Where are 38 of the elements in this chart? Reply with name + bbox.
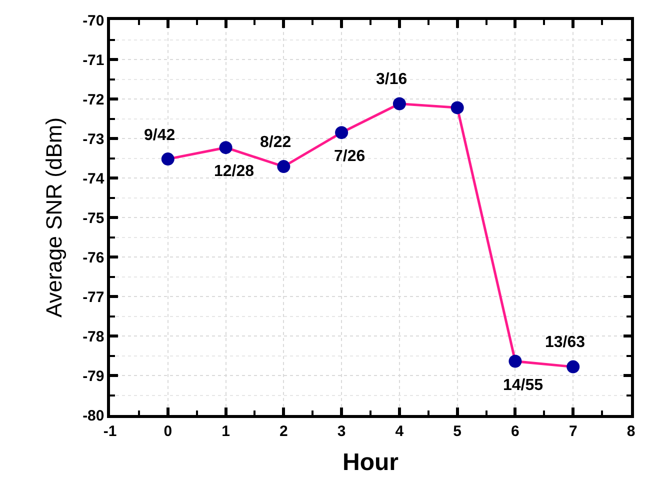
- y-tick-label: -72: [82, 91, 104, 108]
- x-tick-label: 1: [222, 422, 230, 440]
- y-axis-title: Average SNR (dBm): [41, 117, 66, 318]
- y-tick-label: -75: [82, 210, 104, 227]
- point: [450, 101, 464, 114]
- x-tick-label: 8: [626, 422, 636, 440]
- y-tick-label: -80: [82, 407, 104, 424]
- point: [277, 160, 290, 174]
- point: [161, 152, 174, 166]
- y-tick-label: -74: [82, 170, 105, 188]
- y-tick-label: -77: [82, 288, 104, 306]
- x-tick-label: 0: [164, 422, 172, 440]
- point: [335, 126, 348, 140]
- annotation: 14/55: [503, 377, 544, 394]
- x-tick-label: 7: [568, 422, 578, 440]
- x-tick-label: 3: [337, 422, 346, 440]
- y-tick-label: -71: [82, 52, 104, 69]
- x-tick-label: 2: [280, 422, 288, 440]
- x-tick-label: 5: [453, 422, 462, 440]
- x-axis-title: Hour: [342, 449, 398, 476]
- y-tick-label: -78: [82, 328, 104, 346]
- point: [566, 360, 580, 374]
- point: [392, 97, 406, 110]
- y-tick-label: -70: [82, 12, 104, 30]
- point: [508, 354, 522, 368]
- y-tick-label: -76: [82, 249, 104, 266]
- x-tick-label: -1: [103, 422, 117, 440]
- annotation: 13/63: [545, 334, 586, 351]
- y-tick-label: -79: [82, 368, 104, 385]
- annotation: 7/26: [334, 148, 366, 165]
- y-tick-label: -73: [82, 130, 104, 148]
- annotation: 3/16: [376, 71, 408, 88]
- x-tick-label: 4: [395, 422, 404, 440]
- annotation: 12/28: [214, 163, 254, 180]
- x-tick-label: 6: [511, 422, 520, 440]
- annotation: 8/22: [260, 134, 292, 151]
- point: [219, 141, 232, 154]
- annotation: 9/42: [144, 127, 176, 144]
